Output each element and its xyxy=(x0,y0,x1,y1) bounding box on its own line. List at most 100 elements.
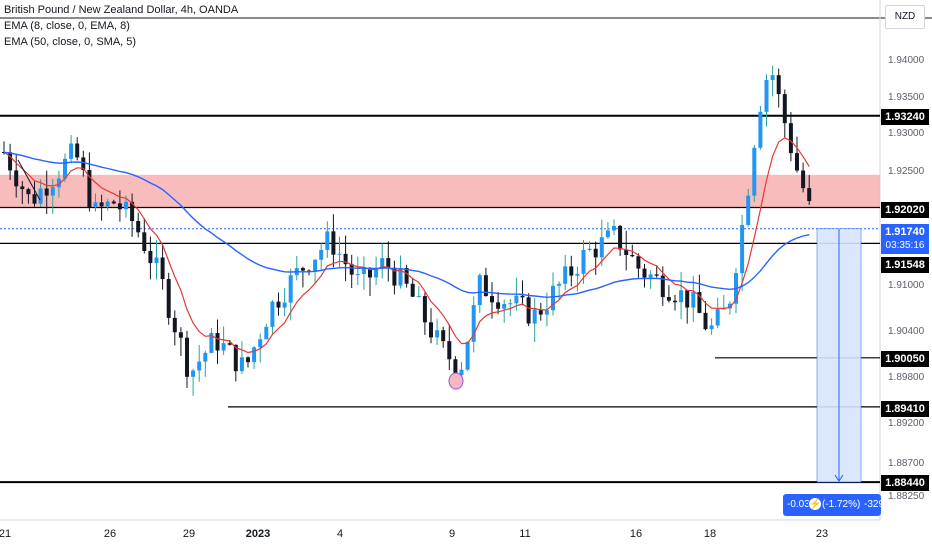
candle-body xyxy=(148,250,153,264)
candle-body xyxy=(746,195,751,225)
candle-body xyxy=(764,79,769,112)
candle-body xyxy=(203,352,208,362)
bar-countdown: 03:35:16 xyxy=(885,240,925,251)
measure-points: -329 xyxy=(864,499,881,510)
candle-body xyxy=(685,290,690,308)
candle-body xyxy=(612,225,616,231)
candle-body xyxy=(624,249,629,255)
candle-body xyxy=(325,231,330,250)
candle-body xyxy=(514,295,519,304)
candle-body xyxy=(44,188,49,196)
level-tag: 1.91548 xyxy=(881,257,929,273)
candle-body xyxy=(569,266,574,276)
candle-body xyxy=(99,202,104,207)
candle-body xyxy=(416,296,421,298)
candle-body xyxy=(642,268,647,278)
candle-body xyxy=(313,259,318,272)
candle-body xyxy=(20,186,25,190)
candle-body xyxy=(111,201,116,204)
candle-body xyxy=(715,309,720,326)
candle-body xyxy=(374,268,379,278)
candle-body xyxy=(740,224,745,274)
date-axis-label: 23 xyxy=(815,528,829,540)
candle-body xyxy=(636,256,641,269)
candle-body xyxy=(703,312,708,330)
candle-body xyxy=(459,369,464,376)
measure-percent: (-1.72%) xyxy=(822,499,861,510)
ema50-line xyxy=(3,151,810,299)
measure-label[interactable]: -0.03 ⚡ (-1.72%) -329 xyxy=(783,494,881,516)
date-axis-label: 9 xyxy=(448,528,456,540)
current-price-value: 1.91740 xyxy=(885,226,925,238)
candle-body xyxy=(63,158,67,179)
candle-body xyxy=(8,152,13,171)
candle-body xyxy=(361,268,366,275)
candle-body xyxy=(544,310,549,315)
candle-body xyxy=(538,309,543,315)
price-axis-label: 1.91000 xyxy=(888,280,925,291)
price-axis-label: 1.94000 xyxy=(888,55,925,66)
candle-body xyxy=(666,297,671,301)
candle-body xyxy=(709,325,714,330)
trend-line xyxy=(17,159,41,201)
candle-body xyxy=(227,343,232,345)
price-axis-label: 1.92500 xyxy=(888,166,925,177)
candle-body xyxy=(575,273,580,276)
candle-body xyxy=(502,304,507,309)
candle-body xyxy=(105,201,110,207)
candle-body xyxy=(465,341,470,370)
date-axis-label: 2023 xyxy=(245,528,271,540)
candle-body xyxy=(782,94,787,124)
candle-body xyxy=(526,297,531,324)
legend-ema50: EMA (50, close, 0, SMA, 5) xyxy=(4,36,137,48)
candle-body xyxy=(471,305,476,342)
candle-body xyxy=(75,143,80,158)
candle-body xyxy=(508,303,513,305)
chart-legend: British Pound / New Zealand Dollar, 4h, … xyxy=(4,2,238,50)
date-axis-label: 26 xyxy=(103,528,117,540)
currency-selector[interactable]: NZD xyxy=(885,5,925,29)
candle-body xyxy=(14,170,19,187)
candle-body xyxy=(32,194,37,204)
candle-body xyxy=(679,290,684,303)
lightning-icon: ⚡ xyxy=(808,497,822,511)
date-axis-label: 16 xyxy=(629,528,643,540)
price-axis-label: 1.89800 xyxy=(888,372,925,383)
candle-body xyxy=(429,322,433,338)
legend-ema8: EMA (8, close, 0, EMA, 8) xyxy=(4,20,130,32)
candle-body xyxy=(490,296,494,303)
candle-body xyxy=(56,178,61,188)
candle-body xyxy=(447,341,452,360)
candle-body xyxy=(50,187,55,196)
candle-body xyxy=(264,326,269,340)
price-axis-label: 1.93500 xyxy=(888,92,925,103)
candle-body xyxy=(258,339,263,348)
level-tag: 1.92020 xyxy=(881,202,929,218)
candle-body xyxy=(185,337,189,377)
candle-body xyxy=(87,169,92,207)
candle-body xyxy=(770,75,775,80)
chart-title: British Pound / New Zealand Dollar, 4h, … xyxy=(4,4,239,16)
price-axis-label: 1.88700 xyxy=(888,458,925,469)
candle-body xyxy=(191,370,196,377)
candle-body xyxy=(239,357,244,372)
candle-body xyxy=(178,332,183,338)
candle-body xyxy=(124,201,128,210)
candle-body xyxy=(270,301,275,327)
candle-body xyxy=(343,253,348,265)
candle-body xyxy=(117,203,122,210)
candle-body xyxy=(435,330,440,338)
candle-body xyxy=(160,257,165,280)
candle-body xyxy=(441,330,446,342)
ema8-line xyxy=(3,136,810,354)
candle-body xyxy=(368,268,372,278)
candle-body xyxy=(697,292,702,313)
candle-body xyxy=(557,283,562,286)
candle-body xyxy=(93,202,98,207)
candle-body xyxy=(618,225,623,250)
candle-body xyxy=(801,170,806,189)
date-axis-label: 18 xyxy=(703,528,717,540)
candle-body xyxy=(532,309,537,324)
